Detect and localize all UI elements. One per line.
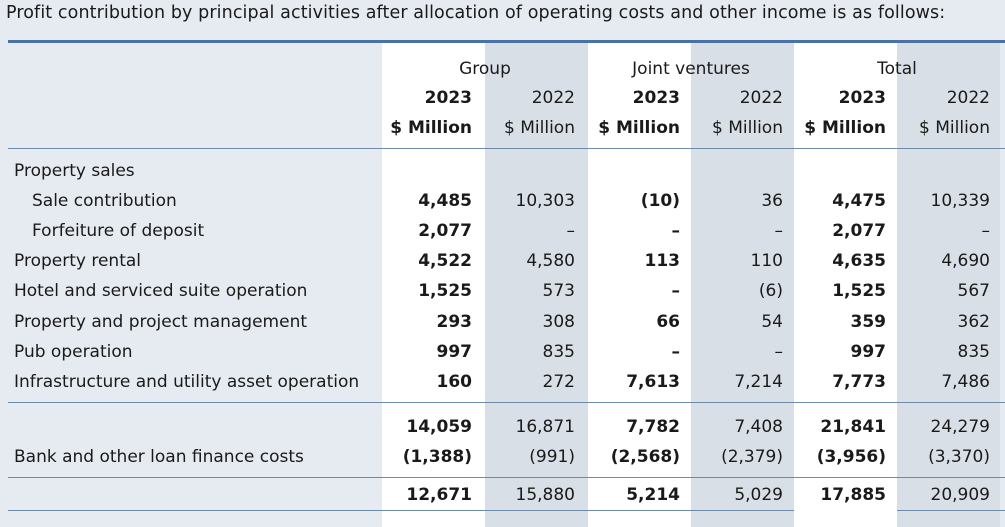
table-row-value: 7,486 — [941, 372, 990, 392]
year-total-2023: 2023 — [838, 88, 886, 108]
total-2023-band — [794, 43, 897, 527]
group-2022-band — [485, 43, 588, 527]
table-row-value: – — [566, 221, 576, 241]
table-row-label: Sale contribution — [32, 191, 177, 211]
header-group-total: Total — [877, 59, 917, 79]
total-bottom-rule-left — [8, 510, 794, 511]
table-row-value: 4,485 — [418, 191, 472, 211]
table-row-value: 362 — [957, 312, 990, 332]
table-row-value: 4,690 — [941, 251, 990, 271]
table-row-value: – — [774, 342, 784, 362]
table-row-label: Property sales — [14, 161, 135, 181]
group-2023-band — [382, 43, 485, 527]
year-jv-2022: 2022 — [739, 88, 783, 108]
total-row-value: 5,214 — [626, 485, 680, 505]
total-row-value: 12,671 — [406, 485, 472, 505]
total-2022-band — [897, 43, 1000, 527]
table-row-value: 4,580 — [526, 251, 575, 271]
table-row-value: 293 — [436, 312, 473, 332]
table-row-label: Property rental — [14, 251, 141, 271]
table-row-value: 835 — [957, 342, 990, 362]
table-row-value: 272 — [542, 372, 575, 392]
total-row-value: 5,029 — [734, 485, 783, 505]
table-row-value: 66 — [656, 312, 680, 332]
table-row-value: 110 — [750, 251, 783, 271]
table-row-value: 10,303 — [515, 191, 575, 211]
table-row-value: – — [774, 221, 784, 241]
finance-costs-row-value: (2,568) — [610, 447, 680, 467]
year-total-2022: 2022 — [946, 88, 990, 108]
subtotal-row-value: 7,408 — [734, 417, 783, 437]
table-row-value: 4,522 — [418, 251, 472, 271]
table-row-value: 573 — [542, 281, 575, 301]
table-row-label: Hotel and serviced suite operation — [14, 281, 308, 301]
table-row-value: 4,635 — [832, 251, 886, 271]
table-row-value: 7,773 — [832, 372, 886, 392]
table-row-value: 113 — [644, 251, 681, 271]
table-row-value: 4,475 — [832, 191, 886, 211]
table-row-label: Pub operation — [14, 342, 133, 362]
intro-text: Profit contribution by principal activit… — [6, 3, 946, 23]
table-row-value: (6) — [758, 281, 783, 301]
header-group-group: Group — [459, 59, 511, 79]
table-row-label: Forfeiture of deposit — [32, 221, 205, 241]
table-row-value: 1,525 — [418, 281, 472, 301]
finance-costs-row-value: (2,379) — [721, 447, 783, 467]
subtotal-row-value: 14,059 — [406, 417, 472, 437]
unit-jv-2023: $ Million — [598, 118, 680, 138]
subtotal-row-value: 16,871 — [515, 417, 575, 437]
table-top-rule — [8, 40, 1005, 43]
subtotal-row-value: 7,782 — [626, 417, 680, 437]
table-row-value: 997 — [850, 342, 887, 362]
table-row-value: 567 — [957, 281, 990, 301]
table-row-value: 997 — [436, 342, 473, 362]
table-row-value: 835 — [542, 342, 575, 362]
jv-2023-band — [588, 43, 691, 527]
table-row-value: 359 — [850, 312, 887, 332]
table-row-value: 10,339 — [930, 191, 990, 211]
finance-costs-row-value: (1,388) — [402, 447, 472, 467]
subtotal-top-rule — [8, 402, 1005, 403]
year-group-2023: 2023 — [424, 88, 472, 108]
table-row-value: 7,613 — [626, 372, 680, 392]
total-row-value: 15,880 — [515, 485, 575, 505]
finance-costs-row-label: Bank and other loan finance costs — [14, 447, 304, 467]
table-row-value: 54 — [761, 312, 783, 332]
unit-total-2023: $ Million — [804, 118, 886, 138]
table-row-value: 160 — [436, 372, 473, 392]
total-top-rule — [8, 477, 1005, 478]
table-row-value: 2,077 — [418, 221, 472, 241]
header-group-joint-ventures: Joint ventures — [632, 59, 750, 79]
table-row-value: (10) — [640, 191, 680, 211]
table-row-value: 2,077 — [832, 221, 886, 241]
unit-group-2022: $ Million — [504, 118, 575, 138]
table-row-value: 1,525 — [832, 281, 886, 301]
table-row-value: 308 — [542, 312, 575, 332]
total-row-value: 20,909 — [930, 485, 990, 505]
total-row-value: 17,885 — [820, 485, 886, 505]
table-row-value: – — [671, 281, 681, 301]
unit-group-2023: $ Million — [390, 118, 472, 138]
unit-jv-2022: $ Million — [712, 118, 783, 138]
table-row-value: – — [981, 221, 991, 241]
year-group-2022: 2022 — [531, 88, 575, 108]
finance-costs-row-value: (3,956) — [816, 447, 886, 467]
subtotal-row-value: 21,841 — [820, 417, 886, 437]
table-row-value: – — [671, 221, 681, 241]
subtotal-row-value: 24,279 — [930, 417, 990, 437]
total-bottom-rule-right — [897, 510, 1005, 511]
finance-costs-row-value: (3,370) — [928, 447, 990, 467]
year-jv-2023: 2023 — [632, 88, 680, 108]
table-row-value: 36 — [761, 191, 783, 211]
table-row-value: – — [671, 342, 681, 362]
unit-total-2022: $ Million — [919, 118, 990, 138]
finance-costs-row-value: (991) — [529, 447, 575, 467]
table-row-value: 7,214 — [734, 372, 783, 392]
table-row-label: Infrastructure and utility asset operati… — [14, 372, 360, 392]
table-row-label: Property and project management — [14, 312, 308, 332]
header-bottom-rule — [8, 148, 1005, 149]
jv-2022-band — [691, 43, 794, 527]
